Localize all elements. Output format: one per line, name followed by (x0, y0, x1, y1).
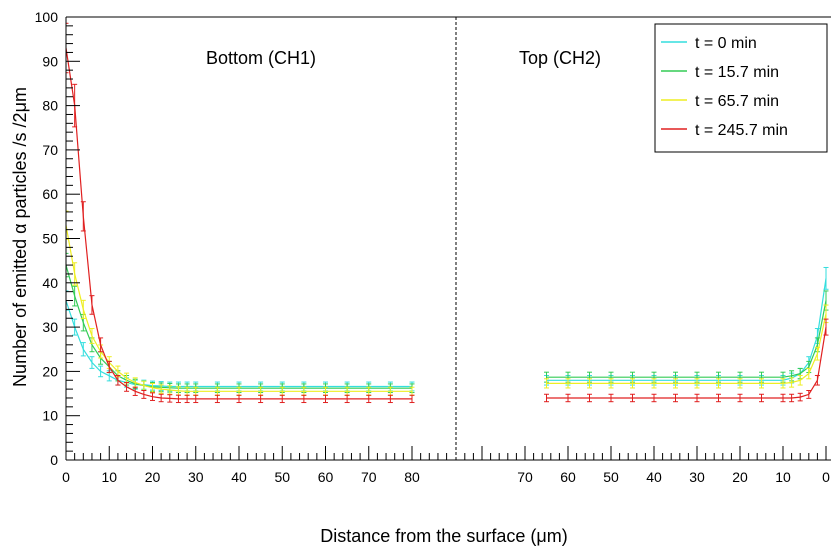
x-tick-label-bottom-80: 80 (404, 469, 420, 485)
x-tick-label-bottom-60: 60 (318, 469, 334, 485)
legend: t = 0 min t = 15.7 min t = 65.7 min t = 245… (654, 23, 828, 153)
series-3 (66, 22, 829, 404)
x-axis-label: Distance from the surface (μm) (320, 526, 567, 546)
y-tick-label-100: 100 (35, 9, 59, 25)
y-tick-label-30: 30 (42, 319, 58, 335)
series-line-1-bottom (66, 264, 412, 389)
series-line-2-bottom (66, 225, 412, 392)
y-tick-label-70: 70 (42, 142, 58, 158)
legend-label-0: t = 0 min (695, 35, 757, 52)
x-tick-label-top-30: 30 (689, 469, 705, 485)
series-line-0-bottom (66, 300, 412, 388)
x-tick-label-top-0: 0 (822, 469, 830, 485)
panel-label-top: Top (CH2) (519, 48, 601, 68)
x-tick-label-bottom-10: 10 (101, 469, 117, 485)
y-tick-label-60: 60 (42, 186, 58, 202)
x-tick-label-bottom-0: 0 (62, 469, 70, 485)
series-layer (66, 22, 829, 404)
x-tick-label-bottom-50: 50 (274, 469, 290, 485)
legend-label-2: t = 65.7 min (695, 93, 779, 110)
legend-label-1: t = 15.7 min (695, 64, 779, 81)
x-tick-label-top-60: 60 (560, 469, 576, 485)
x-tick-label-top-10: 10 (775, 469, 791, 485)
y-tick-label-80: 80 (42, 98, 58, 114)
legend-box (654, 23, 828, 153)
x-tick-label-top-40: 40 (646, 469, 662, 485)
y-tick-label-40: 40 (42, 275, 58, 291)
y-axis-label: Number of emitted α particles /s /2μm (10, 87, 30, 387)
y-tick-label-50: 50 (42, 231, 58, 247)
y-tick-label-0: 0 (50, 452, 58, 468)
series-line-3-bottom (66, 47, 412, 400)
legend-label-3: t = 245.7 min (695, 122, 788, 139)
x-tick-label-top-70: 70 (517, 469, 533, 485)
x-tick-label-top-50: 50 (603, 469, 619, 485)
x-tick-label-bottom-70: 70 (361, 469, 377, 485)
x-tick-label-bottom-20: 20 (145, 469, 161, 485)
y-tick-label-90: 90 (42, 53, 58, 69)
panel-label-bottom: Bottom (CH1) (206, 48, 316, 68)
x-tick-label-bottom-40: 40 (231, 469, 247, 485)
y-tick-label-10: 10 (42, 408, 58, 424)
x-tick-label-top-20: 20 (732, 469, 748, 485)
x-tick-label-bottom-30: 30 (188, 469, 204, 485)
y-tick-label-20: 20 (42, 363, 58, 379)
text-layer: Bottom (CH1) Top (CH2) Distance from the… (10, 48, 601, 546)
